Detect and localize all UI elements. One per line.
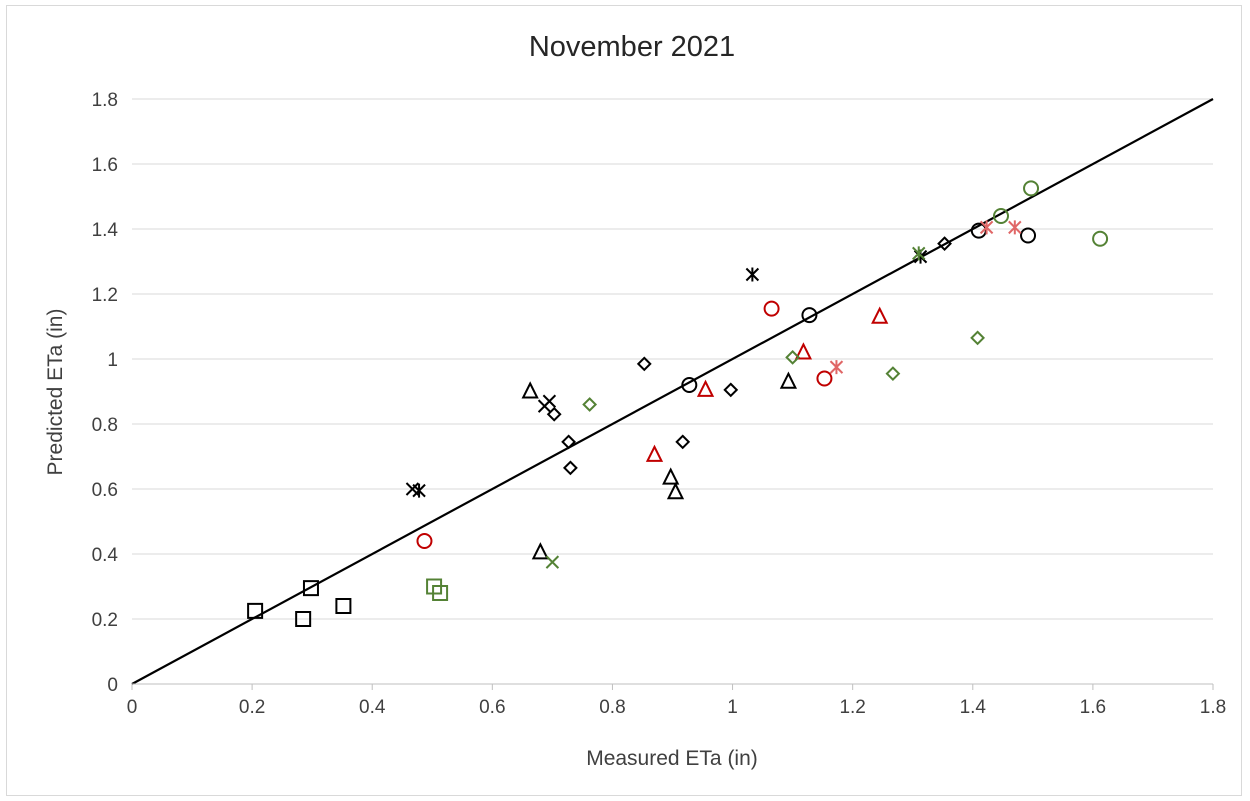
axes: 0 0.2 0.4 0.6 0.8 1 1.2 1.4 1.6 1.8 0 0.2 0.4 0.6 0.8 1… <box>92 90 1227 718</box>
x-tick-label: 0.4 <box>359 697 386 718</box>
data-point-diamond <box>785 349 801 365</box>
data-point-circle <box>993 208 1010 224</box>
data-points <box>247 180 1109 627</box>
data-point-square <box>432 585 449 601</box>
data-point-star <box>979 220 994 235</box>
data-point-diamond <box>582 397 598 412</box>
data-point-diamond <box>562 460 578 476</box>
y-tick-label: 1.8 <box>92 90 118 111</box>
data-point-circle <box>1023 180 1040 197</box>
data-point-triangle <box>779 371 798 389</box>
y-tick-label: 0.4 <box>92 545 119 566</box>
y-tick-label: 0.6 <box>92 480 118 501</box>
data-point-triangle <box>794 342 813 360</box>
data-point-circle <box>1020 227 1037 244</box>
data-point-star <box>912 246 926 261</box>
data-point-triangle <box>696 379 715 397</box>
data-point-x <box>545 555 560 569</box>
x-axis-title: Measured ETa (in) <box>586 747 758 770</box>
x-tick-label: 0.8 <box>599 697 625 718</box>
y-tick-label: 1 <box>107 350 118 371</box>
reference-line <box>131 98 1214 685</box>
data-point-star <box>829 360 844 375</box>
data-point-triangle <box>521 381 539 399</box>
data-point-diamond <box>561 434 577 450</box>
data-point-triangle <box>871 306 889 324</box>
chart-frame <box>6 5 1242 796</box>
data-point-star <box>1008 220 1022 235</box>
data-point-diamond <box>675 434 691 450</box>
gridlines <box>132 98 1213 620</box>
x-tick-label: 1.8 <box>1200 697 1226 718</box>
data-point-square <box>335 598 352 614</box>
data-point-square <box>295 611 312 627</box>
x-tick-label: 0 <box>127 697 138 718</box>
x-tick-label: 1.6 <box>1080 697 1106 718</box>
data-point-square <box>247 602 264 619</box>
x-tick-label: 1 <box>727 697 738 718</box>
y-axis-title: Predicted ETa (in) <box>44 309 67 476</box>
data-point-diamond <box>546 406 562 422</box>
data-point-circle <box>816 370 833 387</box>
y-tick-label: 1.4 <box>92 220 119 241</box>
data-point-diamond <box>885 366 901 382</box>
data-point-diamond <box>636 356 652 372</box>
chart-title: November 2021 <box>529 31 735 63</box>
x-tick-label: 0.6 <box>479 697 505 718</box>
data-point-circle <box>1092 230 1109 247</box>
data-point-circle <box>801 307 818 324</box>
y-tick-label: 1.2 <box>92 285 118 306</box>
data-point-diamond <box>937 236 952 252</box>
x-tick-label: 1.4 <box>960 697 987 718</box>
data-point-star <box>412 483 426 498</box>
y-tick-label: 0.8 <box>92 415 118 436</box>
data-point-triangle <box>531 542 549 560</box>
data-point-diamond <box>970 330 985 346</box>
y-tick-label: 1.6 <box>92 155 118 176</box>
y-tick-label: 0.2 <box>92 610 118 631</box>
data-point-triangle <box>666 482 685 500</box>
one-to-one-line <box>131 98 1214 685</box>
data-point-triangle <box>645 444 664 462</box>
data-point-diamond <box>723 382 739 398</box>
data-point-star <box>745 267 760 282</box>
data-point-circle <box>681 377 698 393</box>
data-point-square <box>302 580 319 597</box>
y-tick-label: 0 <box>107 675 118 696</box>
data-point-triangle <box>662 467 680 485</box>
x-tick-label: 1.2 <box>839 697 865 718</box>
x-tick-label: 0.2 <box>239 697 265 718</box>
data-point-x <box>542 394 557 408</box>
data-point-circle <box>763 300 780 317</box>
data-point-circle <box>416 533 433 549</box>
